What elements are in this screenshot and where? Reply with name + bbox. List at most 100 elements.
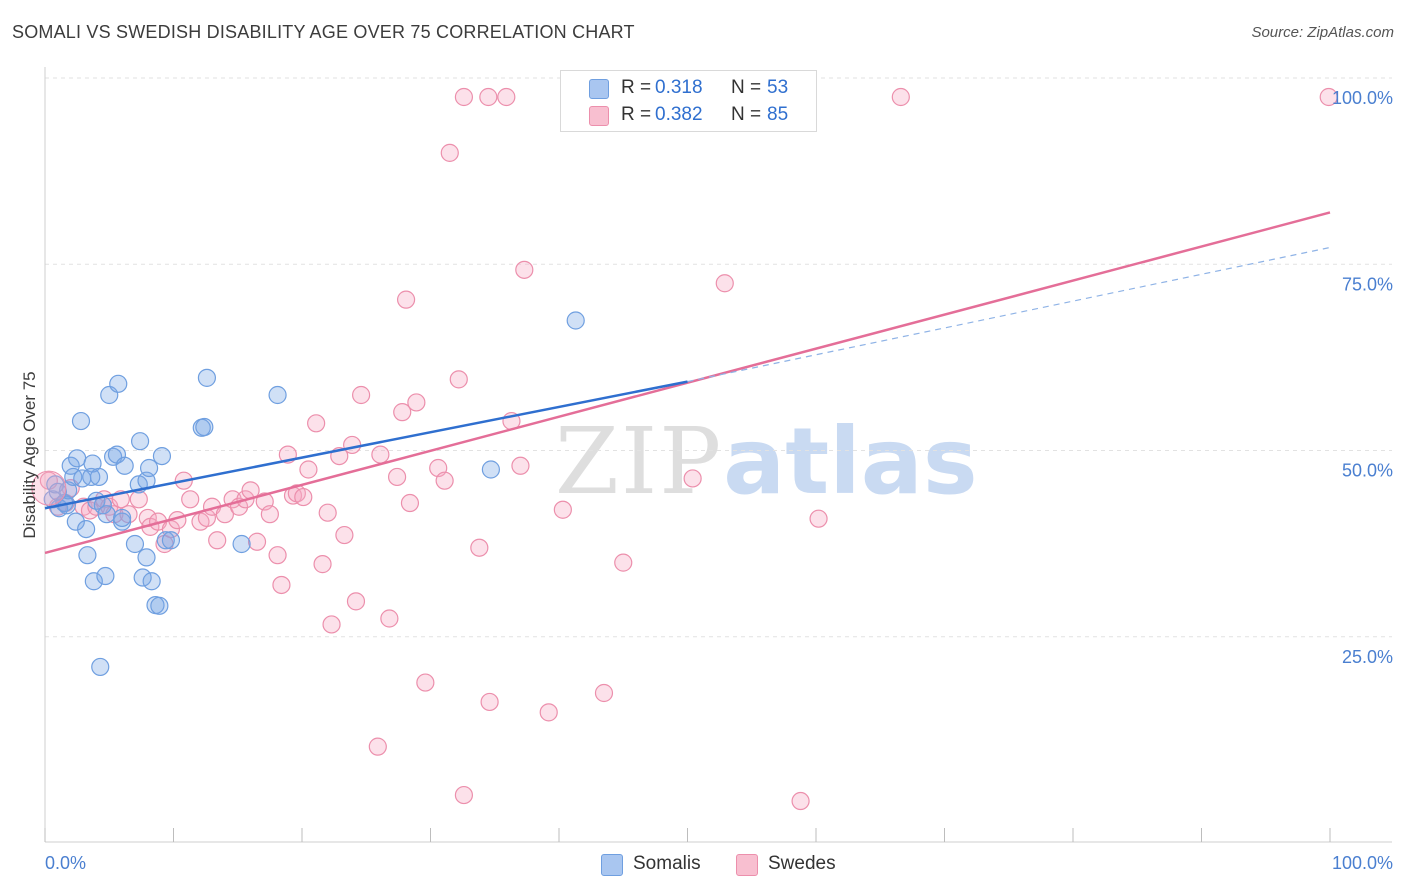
point-somalis xyxy=(64,467,83,487)
point-swedes xyxy=(594,683,614,703)
point-somalis xyxy=(137,548,156,567)
point-swedes xyxy=(449,370,468,389)
point-swedes xyxy=(479,87,498,107)
point-somalis xyxy=(232,534,251,554)
point-somalis xyxy=(156,531,175,550)
watermark-zip: ZIP xyxy=(555,408,724,515)
y-axis-title: Disability Age Over 75 xyxy=(20,371,39,538)
point-swedes xyxy=(400,493,420,513)
point-somalis xyxy=(150,596,169,615)
point-swedes xyxy=(515,260,534,279)
point-somalis xyxy=(61,456,80,475)
point-somalis xyxy=(59,481,78,500)
legend-swatch-swedes xyxy=(589,106,609,126)
axis-labels: 25.0% 50.0% 75.0% 100.0% 0.0% 100.0% xyxy=(45,88,1393,873)
y-tick-label: 50.0% xyxy=(1342,461,1393,481)
point-swedes xyxy=(416,673,435,692)
point-swedes xyxy=(435,471,454,490)
point-somalis xyxy=(125,534,145,554)
point-swedes xyxy=(683,469,702,488)
legend-n-value: 53 xyxy=(767,77,789,98)
point-somalis xyxy=(197,368,217,387)
source-label: Source: ZipAtlas.com xyxy=(1251,24,1394,41)
point-swedes xyxy=(322,615,341,634)
point-swedes xyxy=(181,490,200,509)
point-somalis xyxy=(481,460,500,479)
point-swedes xyxy=(343,435,362,455)
legend-n-value: 85 xyxy=(767,104,789,125)
data-points xyxy=(31,87,1338,811)
point-somalis xyxy=(84,572,103,591)
x-tick-label: 100.0% xyxy=(1332,853,1393,873)
point-somalis xyxy=(130,432,150,451)
point-swedes xyxy=(318,503,337,522)
point-swedes xyxy=(208,531,227,550)
point-somalis xyxy=(89,467,109,487)
point-swedes xyxy=(809,509,828,528)
point-swedes xyxy=(440,143,459,162)
point-swedes xyxy=(299,460,318,479)
point-swedes xyxy=(387,467,407,487)
legend-r-value: 0.382 xyxy=(655,104,703,125)
point-somalis xyxy=(77,519,96,539)
stats-legend: R = 0.318 N = 53 R = 0.382 N = 85 xyxy=(560,70,817,132)
point-somalis xyxy=(133,568,152,587)
trend-line-somalis-extension xyxy=(687,246,1331,383)
point-swedes xyxy=(268,546,287,565)
axes xyxy=(44,67,1392,843)
point-swedes xyxy=(480,692,499,712)
bottom-legend-swatch-somalis xyxy=(601,854,623,876)
point-swedes xyxy=(553,500,572,519)
point-somalis xyxy=(115,456,134,475)
trend-line-somalis xyxy=(44,380,688,510)
bottom-legend-swatch-swedes xyxy=(736,854,758,876)
point-somalis xyxy=(142,572,161,591)
point-swedes xyxy=(335,525,354,545)
point-swedes xyxy=(470,538,489,557)
point-swedes xyxy=(407,393,426,412)
point-swedes xyxy=(396,290,416,309)
point-somalis xyxy=(268,385,287,405)
point-somalis xyxy=(109,374,128,393)
point-swedes xyxy=(1319,87,1338,107)
point-swedes xyxy=(247,532,267,551)
legend-n-label: N = xyxy=(731,77,762,98)
point-swedes xyxy=(313,555,332,574)
y-tick-label: 25.0% xyxy=(1342,647,1393,667)
y-tick-label: 75.0% xyxy=(1342,274,1393,294)
x-axis-ticks xyxy=(44,828,1331,842)
x-tick-label: 0.0% xyxy=(45,853,86,873)
point-swedes xyxy=(891,87,910,107)
watermark: ZIPatlas xyxy=(555,408,978,515)
point-swedes xyxy=(352,385,371,405)
point-swedes xyxy=(272,575,291,595)
point-swedes xyxy=(346,592,366,611)
point-somalis xyxy=(161,531,181,550)
point-swedes xyxy=(393,403,412,422)
point-somalis xyxy=(97,505,116,524)
chart-title: SOMALI VS SWEDISH DISABILITY AGE OVER 75… xyxy=(12,22,635,42)
point-somalis xyxy=(96,566,115,586)
point-swedes xyxy=(368,737,387,756)
point-swedes xyxy=(371,445,390,464)
point-swedes xyxy=(511,456,530,475)
point-somalis xyxy=(139,458,159,478)
legend-r-label: R = xyxy=(621,104,652,125)
point-swedes xyxy=(31,470,67,506)
point-swedes xyxy=(454,87,474,107)
point-swedes xyxy=(715,274,734,293)
watermark-atlas: atlas xyxy=(723,408,978,515)
point-swedes xyxy=(307,414,326,433)
point-somalis xyxy=(68,449,87,468)
point-swedes xyxy=(294,487,313,507)
point-swedes xyxy=(260,505,279,524)
bottom-legend-label-swedes: Swedes xyxy=(768,853,836,874)
legend-swatch-somalis xyxy=(589,79,609,99)
point-somalis xyxy=(71,411,91,431)
y-tick-label: 100.0% xyxy=(1332,88,1393,108)
bottom-legend-label-somalis: Somalis xyxy=(633,853,701,874)
point-swedes xyxy=(497,87,516,107)
point-swedes xyxy=(539,703,558,722)
point-swedes xyxy=(454,785,474,805)
point-somalis xyxy=(78,546,97,565)
